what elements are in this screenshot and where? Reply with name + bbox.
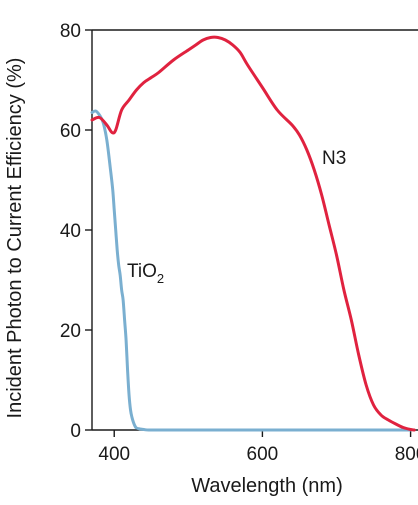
series-labels: N3 TiO2 bbox=[127, 148, 346, 286]
y-tick-label: 0 bbox=[70, 421, 81, 442]
y-tick-label: 60 bbox=[60, 121, 81, 142]
x-axis-title: Wavelength (nm) bbox=[191, 475, 343, 497]
y-tick-label: 80 bbox=[60, 21, 81, 42]
y-tick-label: 40 bbox=[60, 221, 81, 242]
series-line-tio2 bbox=[90, 109, 413, 432]
series-label-tio2-main: TiO bbox=[127, 261, 157, 282]
series-line-n3 bbox=[90, 35, 416, 432]
series-lines bbox=[90, 35, 416, 432]
y-axis-title: Incident Photon to Current Efficiency (%… bbox=[4, 58, 26, 419]
y-tick-label: 20 bbox=[60, 321, 81, 342]
x-tick-label: 400 bbox=[98, 444, 130, 465]
series-label-n3: N3 bbox=[322, 148, 346, 169]
axes: 0 20 40 60 80 400 600 800 bbox=[60, 21, 418, 465]
x-tick-label: 600 bbox=[247, 444, 279, 465]
series-label-tio2: TiO2 bbox=[127, 261, 164, 286]
x-tick-label: 800 bbox=[395, 444, 418, 465]
series-label-tio2-subscript: 2 bbox=[157, 271, 164, 286]
